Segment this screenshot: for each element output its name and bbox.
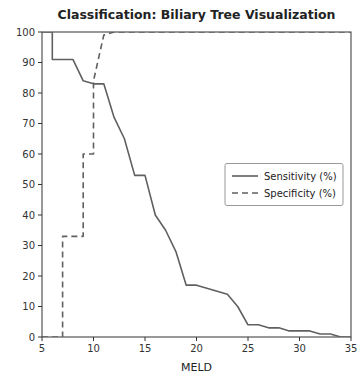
y-tick-label: 30 xyxy=(22,240,35,251)
legend-label: Sensitivity (%) xyxy=(264,171,337,182)
x-axis-label: MELD xyxy=(181,361,212,374)
x-tick-label: 15 xyxy=(139,343,152,354)
y-tick-label: 20 xyxy=(22,271,35,282)
chart: 5 10 15 20 25 30 35 0 10 20 30 40 50 60 70 80 90 100 Class… xyxy=(0,0,363,381)
y-tick xyxy=(38,215,42,216)
legend-swatch xyxy=(232,192,258,194)
x-tick-label: 35 xyxy=(345,343,358,354)
x-tick xyxy=(196,337,197,341)
x-tick xyxy=(299,337,300,341)
plot-frame xyxy=(42,32,351,337)
y-tick xyxy=(38,184,42,185)
y-tick xyxy=(38,62,42,63)
series-line xyxy=(42,32,351,337)
y-tick xyxy=(38,93,42,94)
y-tick-label: 70 xyxy=(22,118,35,129)
y-tick-label: 60 xyxy=(22,149,35,160)
legend-box xyxy=(225,164,343,206)
x-tick xyxy=(93,337,94,341)
y-tick xyxy=(38,276,42,277)
y-tick-label: 90 xyxy=(22,57,35,68)
y-tick-label: 10 xyxy=(22,301,35,312)
y-tick xyxy=(38,245,42,246)
x-tick-label: 20 xyxy=(190,343,203,354)
legend-swatch xyxy=(232,175,258,177)
y-tick xyxy=(38,123,42,124)
x-tick-label: 10 xyxy=(87,343,100,354)
y-tick xyxy=(38,32,42,33)
y-tick-label: 40 xyxy=(22,210,35,221)
y-tick xyxy=(38,337,42,338)
y-tick xyxy=(38,154,42,155)
y-tick-label: 100 xyxy=(16,27,35,38)
legend-label: Specificity (%) xyxy=(264,188,336,199)
y-tick xyxy=(38,306,42,307)
y-tick-label: 0 xyxy=(29,332,35,343)
x-tick-label: 5 xyxy=(39,343,45,354)
y-tick-label: 80 xyxy=(22,88,35,99)
x-tick-label: 30 xyxy=(293,343,306,354)
x-tick xyxy=(248,337,249,341)
series-group xyxy=(42,32,351,337)
legend: Sensitivity (%) Specificity (%) xyxy=(225,164,343,206)
x-tick xyxy=(351,337,352,341)
series-line xyxy=(42,32,351,337)
x-tick-label: 25 xyxy=(242,343,255,354)
y-tick-label: 50 xyxy=(22,179,35,190)
x-tick xyxy=(42,337,43,341)
x-tick xyxy=(145,337,146,341)
title: Classification: Biliary Tree Visualizati… xyxy=(58,7,336,22)
